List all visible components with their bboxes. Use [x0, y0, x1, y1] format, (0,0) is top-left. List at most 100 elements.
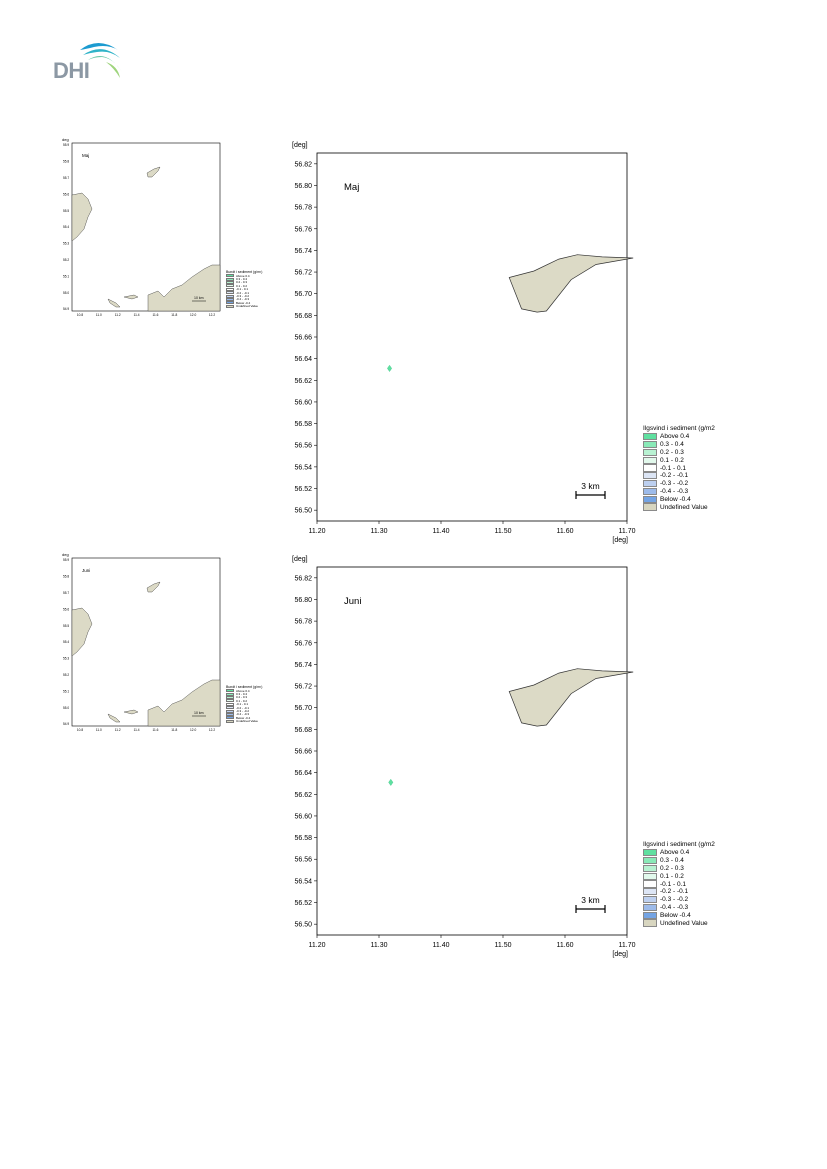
overview-y-tick: 55.1	[63, 689, 69, 693]
overview-legend-item: -0.3 - -0.2	[226, 294, 274, 299]
overview-legend-label: -0.1 - 0.1	[236, 702, 249, 707]
overview-x-tick: 11.6	[152, 313, 158, 317]
overview-legend-swatch	[226, 274, 234, 278]
overview-legend-swatch	[226, 301, 234, 305]
sediment-spot	[387, 364, 392, 372]
overview-legend-label: -0.3 - -0.2	[236, 294, 250, 299]
overview-legend-item: Undefined Value	[226, 719, 274, 723]
legend-label: Below -0.4	[660, 911, 691, 919]
legend-label: Undefined Value	[660, 503, 708, 511]
overview-legend-swatch	[226, 287, 234, 291]
y-tick-label: 56.74	[294, 662, 312, 669]
y-tick-label: 56.78	[294, 205, 312, 212]
overview-legend-label: 0.2 - 0.3	[236, 695, 248, 700]
map-panel-maj: [deg] Maj 56.82 56.80 56.78 56.76 56.74 56.72 56…	[284, 138, 636, 548]
overview-label: Maj	[82, 153, 89, 158]
overview-x-tick: 11.2	[115, 728, 121, 732]
overview-map-juni: deg Juni 10 km 55.9 55.8 55.7 55.6 55.5 55.4 5…	[62, 552, 222, 732]
overview-x-tick: 10.8	[77, 313, 83, 317]
overview-legend-item: Above 0.4	[226, 689, 274, 693]
overview-legend-label: -0.4 - -0.3	[236, 297, 250, 302]
overview-legend-item: 0.2 - 0.3	[226, 280, 274, 285]
overview-legend-label: 0.2 - 0.3	[236, 280, 248, 285]
x-tick-label: 11.60	[557, 528, 574, 535]
overview-legend-label: 0.3 - 0.4	[236, 692, 248, 697]
legend-label: 0.3 - 0.4	[660, 857, 684, 865]
legend-swatch	[643, 503, 657, 511]
overview-legend-swatch	[226, 699, 234, 703]
y-tick-label: 56.64	[294, 356, 312, 363]
legend-item: Below -0.4	[643, 495, 719, 503]
y-tick-label: 56.50	[294, 922, 312, 929]
legend-swatch	[643, 487, 657, 496]
overview-legend-swatch	[226, 689, 234, 693]
overview-legend-item: Above 0.4	[226, 273, 274, 278]
x-tick-label: 11.20	[309, 528, 326, 535]
overview-legend-label: -0.3 - -0.2	[236, 709, 250, 714]
overview-legend-item: Below -0.4	[226, 301, 274, 305]
overview-legend-item: 0.1 - 0.2	[226, 698, 274, 703]
overview-x-tick: 11.6	[152, 728, 158, 732]
legend-label: -0.4 - -0.3	[660, 487, 689, 495]
legend-swatch	[643, 896, 657, 904]
x-tick-label: 11.30	[371, 942, 388, 949]
overview-legend-item: -0.1 - 0.1	[226, 702, 274, 707]
y-tick-label: 56.68	[294, 727, 312, 734]
overview-x-tick: 12.2	[209, 313, 215, 317]
legend-swatch	[643, 433, 657, 441]
overview-legend-label: Above 0.4	[236, 273, 250, 278]
overview-y-tick: 55.8	[63, 160, 69, 164]
overview-legend-item: 0.1 - 0.2	[226, 283, 274, 288]
overview-legend-item: -0.4 - -0.3	[226, 297, 274, 302]
overview-map-svg: deg Juni 10 km 55.9 55.8 55.7 55.6 55.5 55.4 5…	[62, 552, 221, 732]
overview-legend-label: Undefined Value	[236, 304, 258, 309]
overview-y-tick: 55.2	[63, 258, 69, 262]
logo-text: DHI	[53, 58, 90, 83]
y-tick-label: 56.68	[294, 313, 312, 320]
legend-label: -0.4 - -0.3	[660, 903, 689, 911]
overview-legend-label: 0.1 - 0.2	[236, 698, 248, 703]
overview-legend-swatch	[226, 712, 234, 716]
y-tick-label: 56.56	[294, 443, 312, 450]
y-tick-label: 56.76	[294, 226, 312, 233]
y-tick-label: 56.66	[294, 335, 312, 342]
legend-label: -0.1 - 0.1	[660, 464, 687, 472]
overview-legend-maj: Bundt i sediment (g/m²) Above 0.4 0.3 - 0…	[226, 270, 274, 308]
overview-y-tick: 55.2	[63, 673, 69, 677]
overview-legend-swatch	[226, 304, 234, 308]
legend-label: 0.2 - 0.3	[660, 448, 684, 456]
overview-y-tick: 55.4	[63, 640, 69, 644]
legend-label: 0.3 - 0.4	[660, 441, 684, 449]
y-tick-label: 56.60	[294, 813, 312, 820]
dhi-logo-mark-icon	[80, 43, 122, 78]
legend-item: -0.2 - -0.1	[643, 472, 719, 480]
legend-swatch	[643, 864, 657, 873]
y-axis-unit: [deg]	[292, 142, 308, 149]
overview-legend-swatch	[226, 280, 234, 284]
scalebar-label: 3 km	[581, 481, 599, 491]
overview-x-tick: 11.8	[171, 313, 177, 317]
overview-legend-swatch	[226, 709, 234, 713]
y-tick-label: 56.58	[294, 835, 312, 842]
overview-legend-item: 0.2 - 0.3	[226, 695, 274, 700]
legend-item: 0.1 - 0.2	[643, 872, 719, 880]
x-tick-label: 11.70	[619, 942, 636, 949]
overview-y-tick: 55.8	[63, 575, 69, 579]
overview-legend-item: -0.2 - -0.1	[226, 291, 274, 295]
y-tick-label: 56.62	[294, 378, 312, 385]
legend-maj: Ilgsvind i sediment (g/m2 Above 0.4 0.3 -…	[643, 425, 719, 511]
legend-swatch	[643, 448, 657, 457]
overview-y-tick: 55.6	[63, 607, 69, 611]
overview-legend-label: 0.1 - 0.2	[236, 283, 248, 288]
legend-label: -0.3 - -0.2	[660, 896, 689, 904]
overview-y-tick: 55.1	[63, 274, 69, 278]
legend-juni: Ilgsvind i sediment (g/m2 Above 0.4 0.3 -…	[643, 841, 719, 927]
y-tick-label: 56.62	[294, 792, 312, 799]
legend-label: -0.1 - 0.1	[660, 880, 687, 888]
legend-swatch	[643, 441, 657, 449]
y-tick-label: 56.54	[294, 464, 312, 471]
overview-x-tick: 12.0	[190, 728, 196, 732]
legend-swatch	[643, 849, 657, 857]
legend-title: Ilgsvind i sediment (g/m2	[643, 425, 715, 432]
legend-label: 0.1 - 0.2	[660, 872, 684, 880]
